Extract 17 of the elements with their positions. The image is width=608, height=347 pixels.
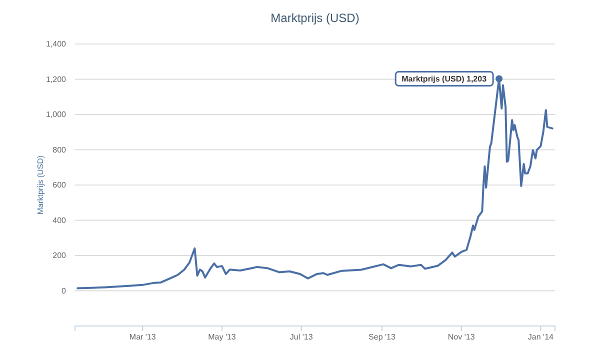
y-tick-label: 1,400: [46, 40, 67, 49]
y-tick-label: 400: [52, 216, 67, 225]
x-tick-label: Sep '13: [368, 332, 396, 342]
y-tick-label: 1,000: [46, 110, 67, 120]
y-tick-label: 200: [52, 251, 67, 260]
annotation: Marktprijs (USD) 1,203: [402, 74, 488, 84]
y-tick-label: 0: [62, 286, 67, 296]
x-tick-label: Jul '13: [290, 332, 314, 342]
chart-title: Marktprijs (USD): [270, 11, 360, 25]
x-tick-label: Jan '14: [528, 332, 554, 342]
y-tick-label: 800: [52, 145, 67, 154]
y-tick-label: 600: [52, 180, 67, 190]
x-tick-label: Nov '13: [448, 332, 476, 342]
y-axis-title: Marktprijs (USD): [36, 155, 45, 215]
x-tick-label: May '13: [208, 332, 236, 342]
x-tick-label: Mar '13: [129, 332, 156, 342]
y-tick-label: 1,200: [46, 74, 67, 84]
